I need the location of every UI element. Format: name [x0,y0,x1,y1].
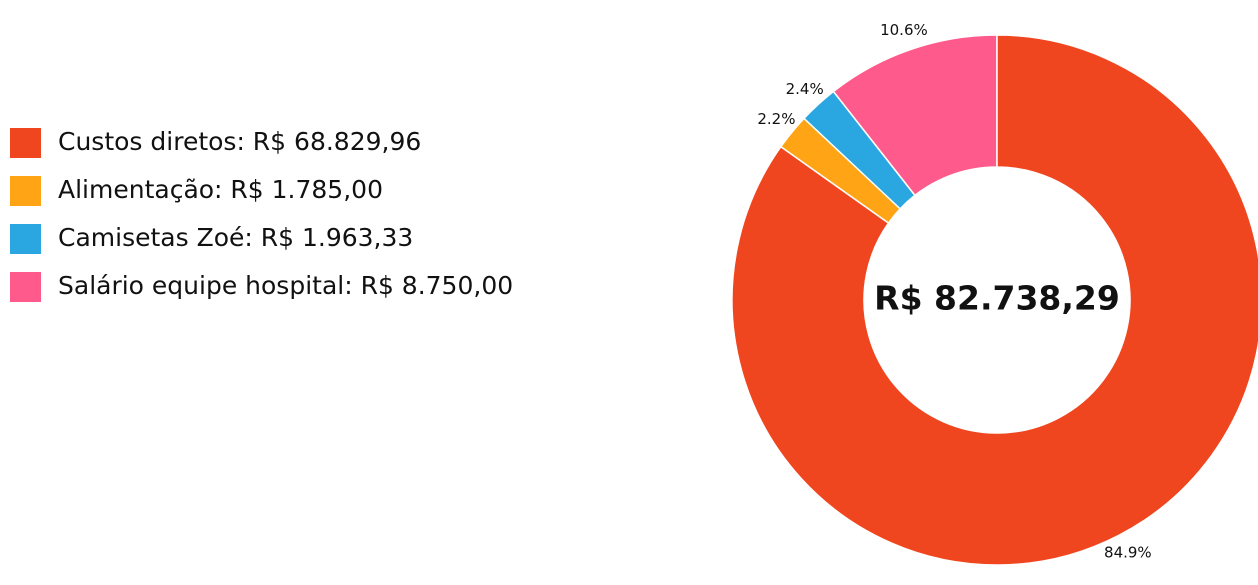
legend-label: Salário equipe hospital: R$ 8.750,00 [58,271,513,300]
legend-label: Custos diretos: R$ 68.829,96 [58,127,421,156]
donut-slice [779,117,902,225]
slice-label: 84.9% [1104,544,1152,562]
legend-swatch [10,176,41,206]
legend-swatch [10,224,41,254]
legend-label: Camisetas Zoé: R$ 1.963,33 [58,223,413,252]
slice-label: 2.2% [757,110,795,128]
slice-label: 10.6% [880,21,928,39]
legend-label: Alimentação: R$ 1.785,00 [58,175,383,204]
legend-swatch [10,272,41,302]
donut-slice [731,34,1258,566]
donut-slice [802,90,916,210]
legend-swatch [10,128,41,158]
center-label: R$ 82.738,29 [874,279,1120,318]
slice-label: 2.4% [786,80,824,98]
